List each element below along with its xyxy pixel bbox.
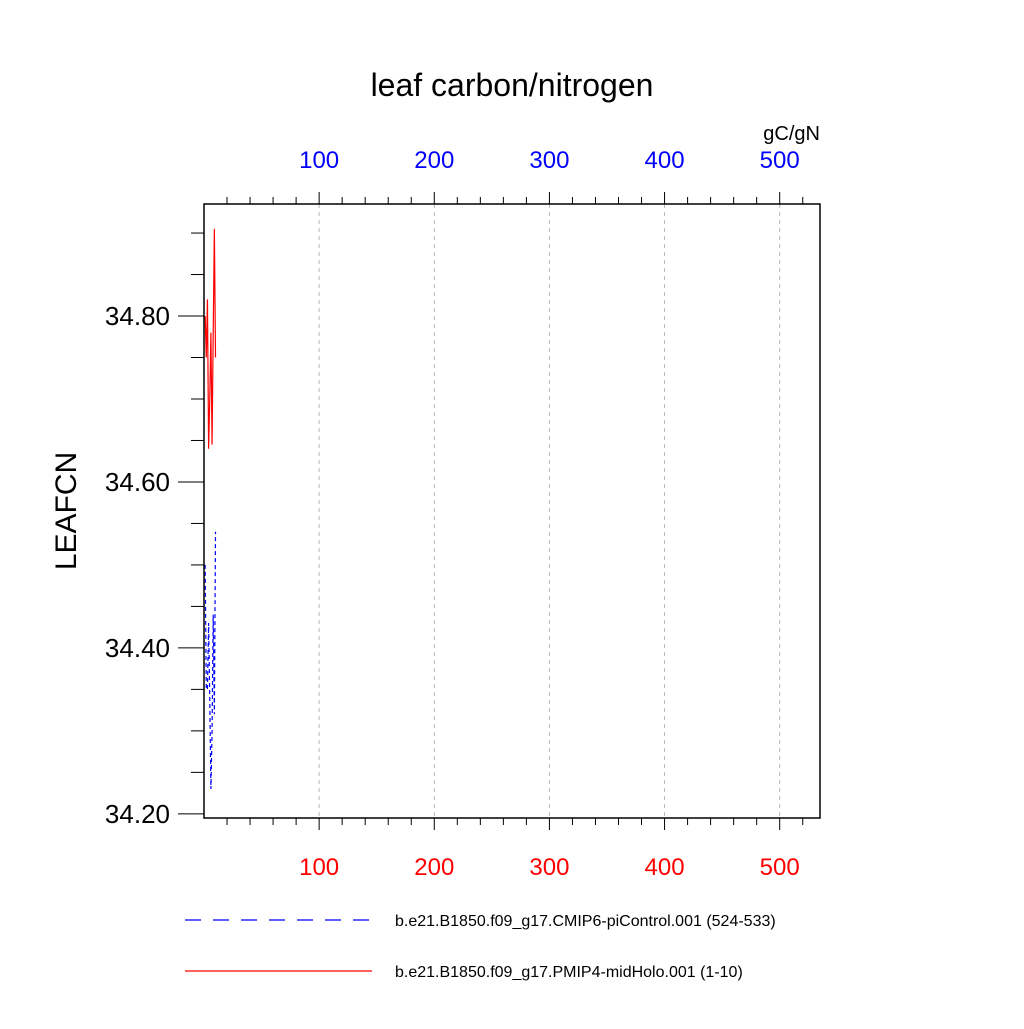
plot-frame (203, 203, 821, 819)
legend-label-1: b.e21.B1850.f09_g17.CMIP6-piControl.001 … (395, 913, 776, 930)
series-line-2 (204, 228, 217, 449)
y-tick-label: 34.40 (105, 633, 170, 663)
y-tick-label: 34.80 (105, 301, 170, 331)
y-tick-label: 34.20 (105, 799, 170, 829)
axis-ticks: 100 100 200 200 300 300 400 400 500 500 34.20 34.40… (105, 147, 804, 881)
y-axis-label: LEAFCN (50, 452, 83, 570)
x-top-tick-label: 500 (760, 147, 800, 174)
legend: b.e21.B1850.f09_g17.CMIP6-piControl.001 … (185, 913, 776, 981)
series-lines (204, 228, 217, 789)
x-top-tick-label: 300 (529, 147, 569, 174)
x-top-tick-label: 100 (299, 147, 339, 174)
x-bottom-tick-label: 100 (299, 854, 339, 881)
series-line-1 (204, 531, 217, 789)
legend-label-2: b.e21.B1850.f09_g17.PMIP4-midHolo.001 (1… (395, 964, 743, 981)
x-top-tick-label: 200 (414, 147, 454, 174)
x-bottom-tick-label: 200 (414, 854, 454, 881)
y-tick-label: 34.60 (105, 467, 170, 497)
x-top-tick-label: 400 (645, 147, 685, 174)
units-label: gC/gN (763, 123, 820, 145)
grid-lines (318, 204, 781, 818)
x-bottom-tick-label: 500 (760, 854, 800, 881)
x-bottom-tick-label: 400 (645, 854, 685, 881)
x-bottom-tick-label: 300 (529, 854, 569, 881)
chart-title: leaf carbon/nitrogen (371, 67, 654, 103)
